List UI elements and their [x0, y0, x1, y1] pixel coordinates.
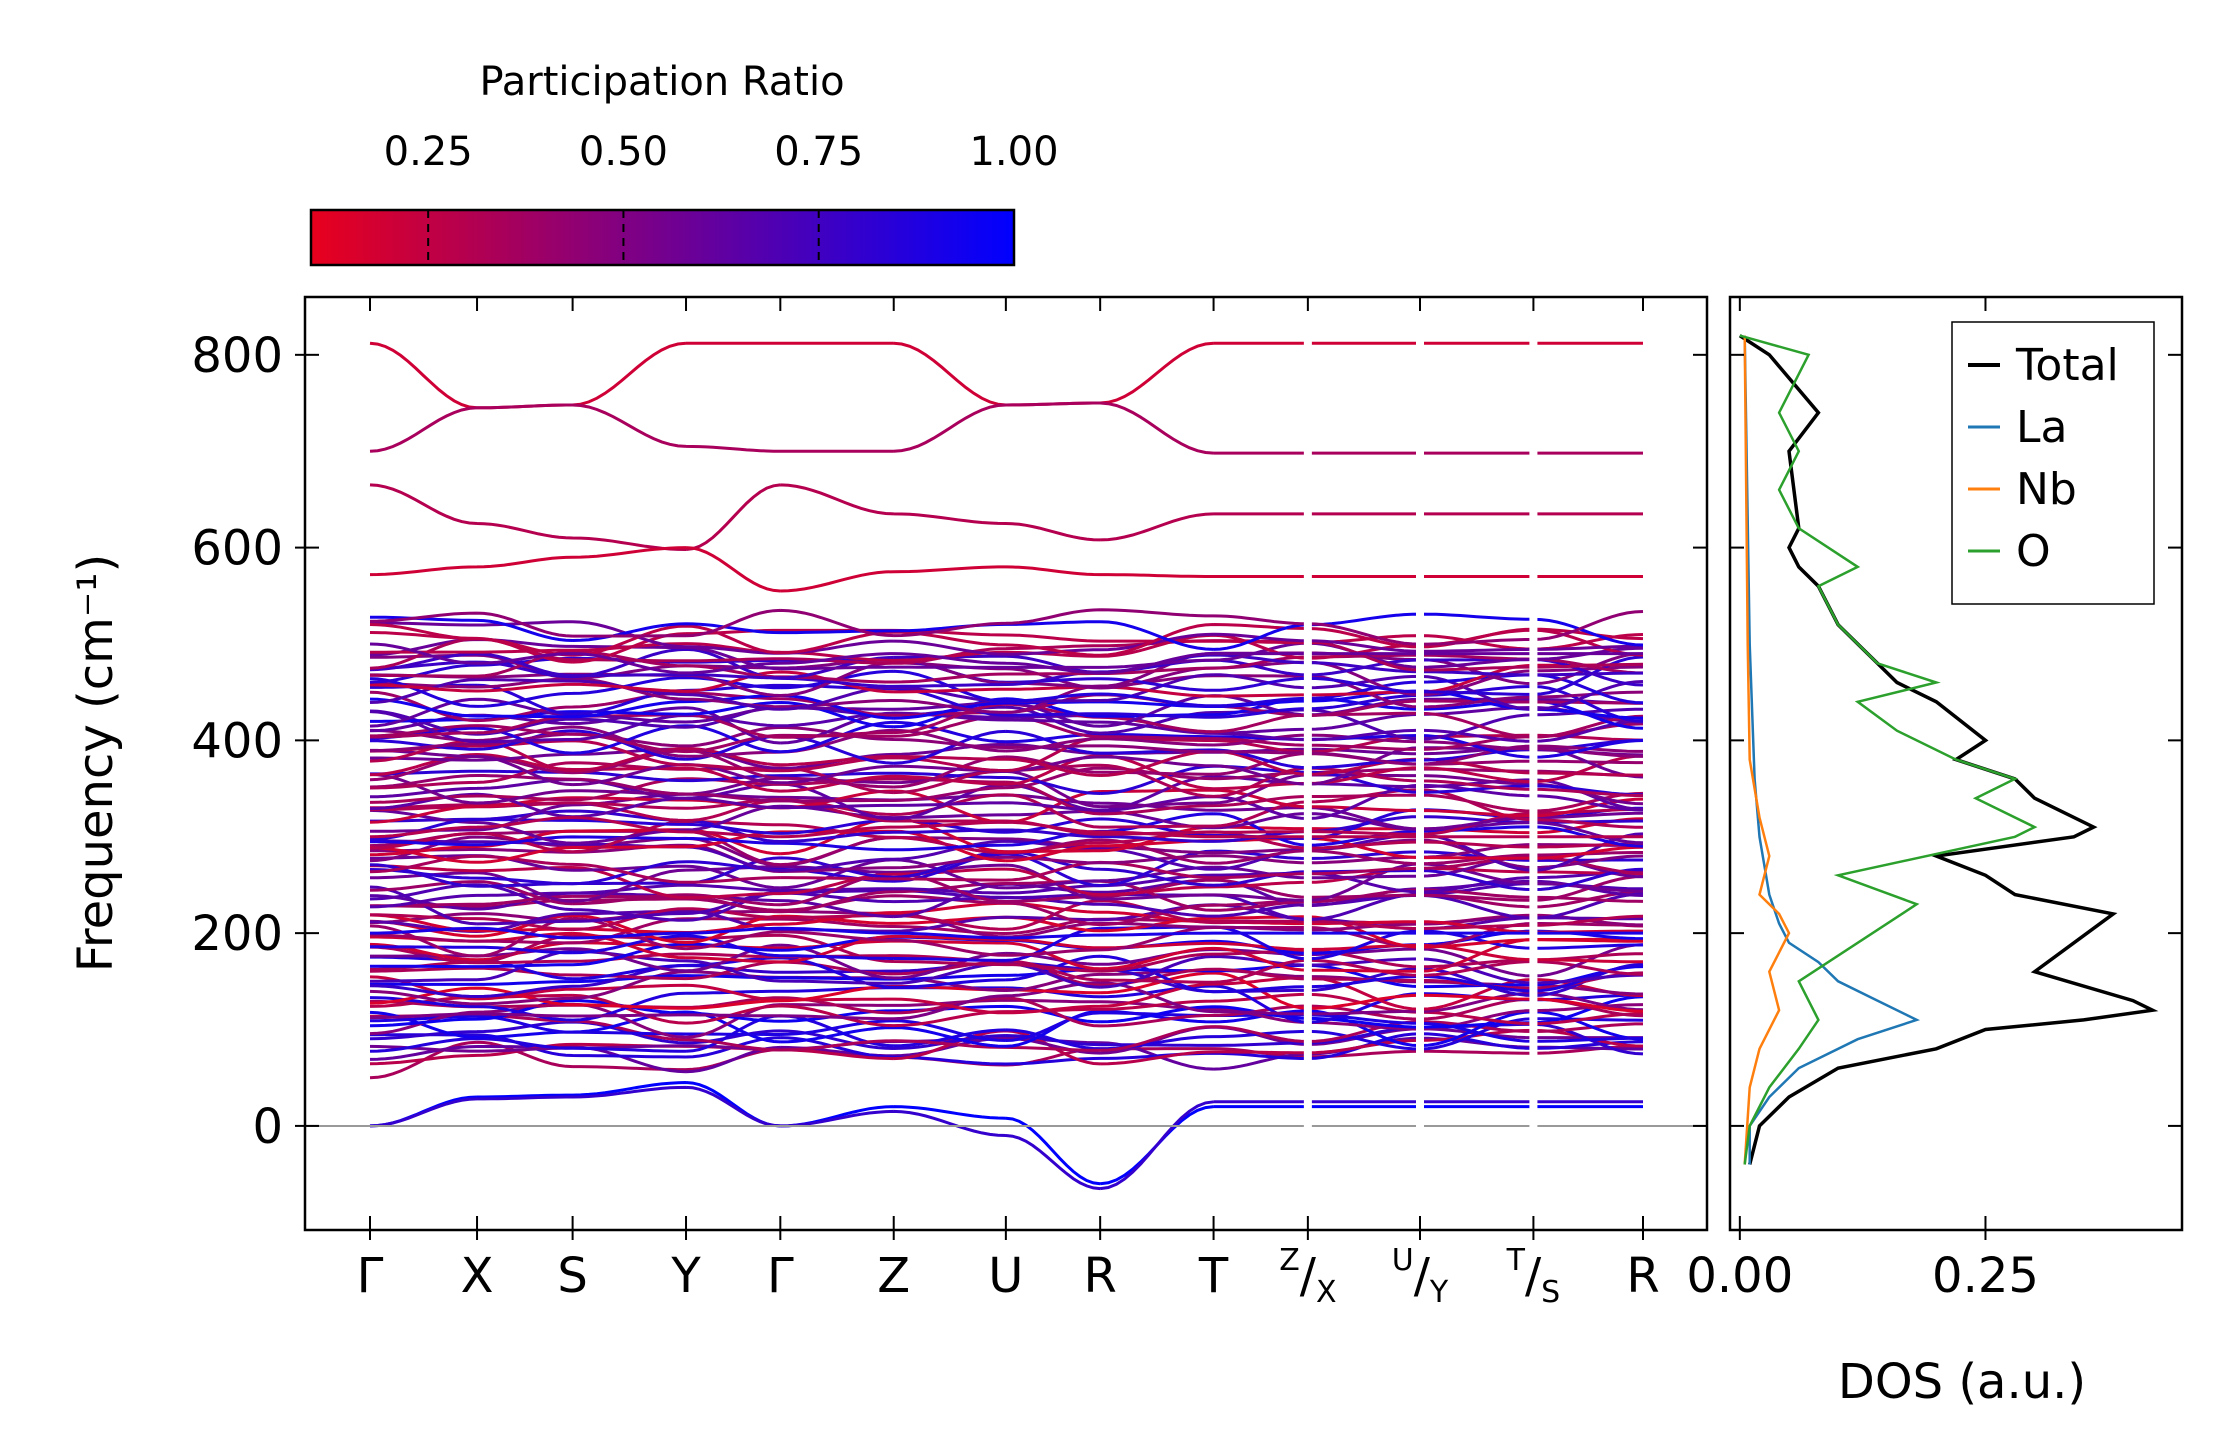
- band-line: [369, 483, 1643, 551]
- legend-label: La: [2016, 402, 2067, 453]
- legend-label: O: [2016, 526, 2051, 577]
- band-line: [370, 926, 1643, 940]
- dos-x-tick-label: 0.00: [1686, 1248, 1793, 1304]
- k-point-label: T: [1198, 1248, 1229, 1304]
- dos-frame: [1728, 295, 2184, 1232]
- dos-series-total: [1738, 334, 2159, 1165]
- dos-legend: Total La Nb O: [1951, 321, 2155, 605]
- dos-series-o: [1739, 334, 2038, 1165]
- k-point-label: R: [1626, 1248, 1659, 1304]
- path-break: [1303, 299, 1312, 1228]
- colorbar: Participation Ratio 0.25 0.50 0.75 1.00: [309, 59, 1059, 267]
- k-point-label: S: [557, 1248, 587, 1304]
- band-line: [369, 816, 1643, 839]
- y-tick-label: 400: [191, 713, 283, 769]
- y-tick-label: 0: [252, 1099, 283, 1155]
- colorbar-title: Participation Ratio: [479, 59, 844, 105]
- legend-label: Total: [2015, 340, 2119, 391]
- dos-x-tick-label: 0.25: [1932, 1248, 2039, 1304]
- dos-series-nb: [1743, 335, 1791, 1165]
- band-line: [369, 871, 1644, 907]
- k-point-label: Γ: [357, 1248, 384, 1304]
- path-break: [1529, 299, 1538, 1228]
- band-line: [369, 975, 1644, 1015]
- k-point-label: R: [1083, 1248, 1116, 1304]
- band-line: [369, 623, 1644, 657]
- colorbar-tick-label: 0.25: [384, 129, 473, 175]
- band-line: [370, 925, 1643, 962]
- k-point-label: U: [988, 1248, 1023, 1304]
- band-line: [369, 608, 1644, 646]
- y-tick-label: 800: [191, 328, 283, 384]
- band-y-axis-label: Frequency (cm⁻¹): [68, 554, 124, 972]
- dos-x-axis-label: DOS (a.u.): [1838, 1354, 2086, 1410]
- band-line: [369, 341, 1643, 410]
- band-line: [369, 1085, 1643, 1191]
- y-tick-label: 600: [191, 521, 283, 577]
- band-line: [369, 401, 1643, 455]
- band-line: [370, 702, 1644, 739]
- band-line: [370, 612, 1644, 651]
- k-point-label: X: [461, 1248, 494, 1304]
- legend-label: Nb: [2016, 464, 2077, 515]
- band-line: [369, 546, 1643, 593]
- dos-series-la: [1743, 335, 1921, 1165]
- path-break: [1416, 299, 1425, 1228]
- band-line: [369, 854, 1644, 884]
- colorbar-gradient: [309, 208, 1016, 267]
- k-point-label: Γ: [767, 1248, 794, 1304]
- colorbar-tick-label: 1.00: [969, 129, 1058, 175]
- colorbar-tick-label: 0.50: [579, 129, 668, 175]
- colorbar-tick-label: 0.75: [774, 129, 863, 175]
- k-point-label: Y: [670, 1248, 701, 1304]
- k-point-label: Z: [877, 1248, 910, 1304]
- k-point-label: U/Y: [1392, 1243, 1449, 1310]
- legend-frame: [1951, 321, 2155, 605]
- band-line: [369, 739, 1643, 777]
- dos-panel: 0.00 0.25 DOS (a.u.) Total La Nb O: [1686, 295, 2184, 1410]
- k-point-label: Z/X: [1279, 1243, 1336, 1310]
- k-point-label: T/S: [1506, 1243, 1561, 1310]
- band-line: [369, 642, 1643, 675]
- band-line: [369, 775, 1644, 812]
- y-tick-label: 200: [191, 906, 283, 962]
- band-panel: 800 600 400 200 0 Γ X S Y Γ Z U R T Z/X U/Y T/S R Freque…: [68, 295, 1709, 1310]
